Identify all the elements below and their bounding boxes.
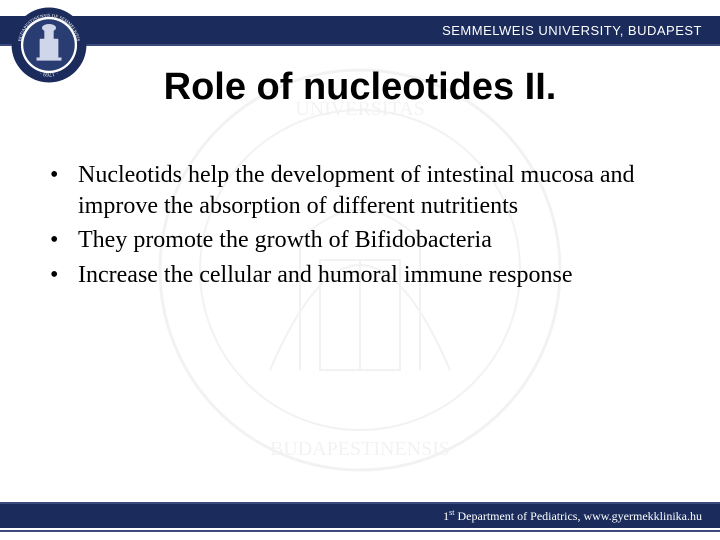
footer-text: 1st Department of Pediatrics, www.gyerme… <box>443 508 702 524</box>
bullet-marker: • <box>50 260 78 291</box>
footer-underline <box>0 530 720 532</box>
list-item: • Increase the cellular and humoral immu… <box>50 260 670 291</box>
list-item: • Nucleotids help the development of int… <box>50 160 670 221</box>
bullet-list: • Nucleotids help the development of int… <box>50 160 670 295</box>
bullet-text: They promote the growth of Bifidobacteri… <box>78 225 670 256</box>
header-band: SEMMELWEIS UNIVERSITY, BUDAPEST <box>0 16 720 44</box>
bullet-text: Increase the cellular and humoral immune… <box>78 260 670 291</box>
slide-title: Role of nucleotides II. <box>0 66 720 109</box>
bullet-marker: • <box>50 225 78 256</box>
bullet-marker: • <box>50 160 78 221</box>
footer-band: 1st Department of Pediatrics, www.gyerme… <box>0 504 720 528</box>
list-item: • They promote the growth of Bifidobacte… <box>50 225 670 256</box>
footer-rest: Department of Pediatrics, www.gyermekkli… <box>455 509 703 523</box>
header-underline <box>0 44 720 46</box>
svg-text:BUDAPESTINENSIS: BUDAPESTINENSIS <box>270 438 450 460</box>
university-logo: BUDAPESTINENSIS DE SEMMELWEIS · 1769 · <box>10 6 88 84</box>
header-org-text: SEMMELWEIS UNIVERSITY, BUDAPEST <box>442 23 702 38</box>
bullet-text: Nucleotids help the development of intes… <box>78 160 670 221</box>
